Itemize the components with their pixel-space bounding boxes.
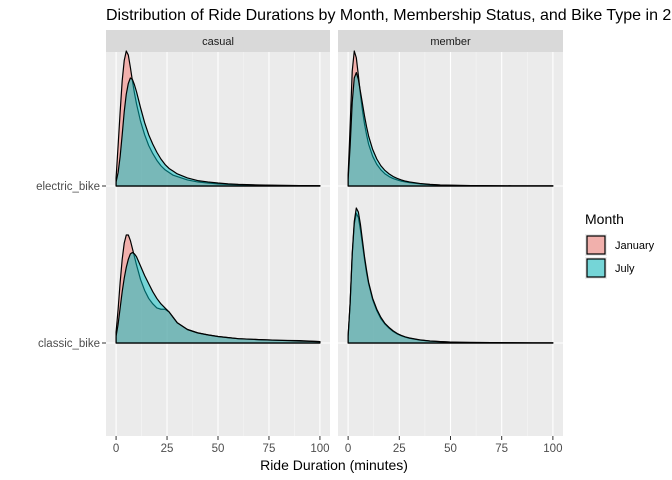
- chart-title: Distribution of Ride Durations by Month,…: [106, 7, 671, 24]
- legend-key-january: [586, 235, 606, 255]
- x-tick-label: 100: [310, 443, 329, 455]
- x-axis-title: Ride Duration (minutes): [260, 457, 408, 473]
- y-tick-label-electric_bike: electric_bike: [36, 181, 100, 193]
- x-tick-label: 25: [393, 443, 406, 455]
- facet-label-casual: casual: [202, 36, 234, 48]
- y-axis: electric_bike classic_bike: [36, 181, 106, 350]
- legend: Month January July: [585, 211, 655, 279]
- x-tick-label: 50: [444, 443, 457, 455]
- legend-label-january: January: [615, 240, 655, 252]
- x-tick-label: 0: [345, 443, 351, 455]
- density-member-classic_bike-july: [347, 207, 554, 344]
- x-tick-label: 100: [543, 443, 562, 455]
- x-tick-label: 50: [212, 443, 225, 455]
- legend-title: Month: [585, 211, 624, 227]
- facet-strip-casual: [106, 30, 330, 52]
- density-casual-classic_bike-july: [115, 251, 321, 344]
- x-tick-label: 75: [263, 443, 276, 455]
- x-tick-label: 75: [495, 443, 508, 455]
- density-member-electric_bike-july: [347, 72, 554, 187]
- legend-key-july: [586, 258, 606, 278]
- density-casual-electric_bike-july: [115, 77, 321, 187]
- x-tick-label: 25: [161, 443, 174, 455]
- x-tick-label: 0: [113, 443, 119, 455]
- facet-label-member: member: [430, 36, 471, 48]
- legend-label-july: July: [615, 263, 635, 275]
- panels-group: casual member: [106, 30, 563, 436]
- y-tick-label-classic_bike: classic_bike: [38, 338, 100, 350]
- x-axis: 0 25 50 75 100 0 25 50 75 100: [113, 436, 562, 455]
- facet-strip-member: [338, 30, 563, 52]
